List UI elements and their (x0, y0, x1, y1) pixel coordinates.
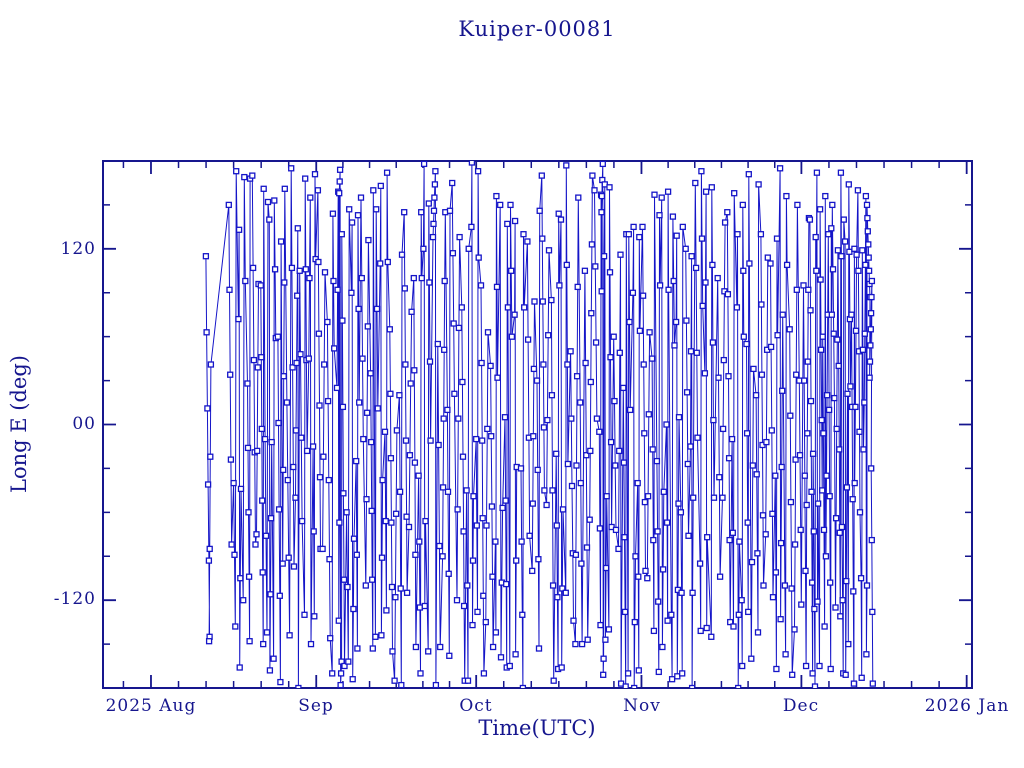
x-tick-label-sep: Sep (298, 696, 334, 716)
y-tick-label-00: 00 (72, 414, 96, 434)
x-tick-label-jan: 2026 Jan (924, 696, 1010, 716)
x-axis-label: Time(UTC) (478, 716, 596, 740)
x-tick-label-oct: Oct (459, 696, 493, 716)
x-tick-label-nov: Nov (623, 696, 661, 716)
x-tick-label-dec: Dec (782, 696, 820, 716)
y-tick-label-120: 120 (60, 239, 96, 259)
y-tick-label-neg120: -120 (53, 589, 96, 609)
x-tick-label-aug: 2025 Aug (105, 696, 197, 716)
chart-title: Kuiper-00081 (458, 17, 616, 41)
